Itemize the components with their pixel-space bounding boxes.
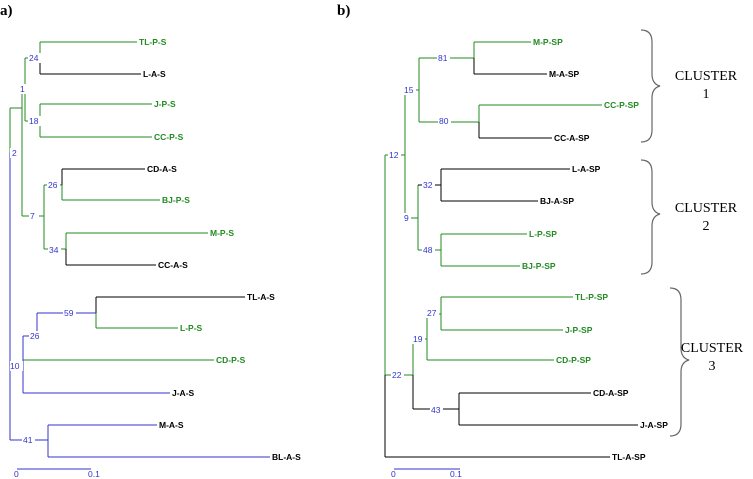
bootstrap-value: 24 (29, 53, 39, 63)
bootstrap-value: 9 (404, 213, 409, 223)
leaf-label: CD-A-S (147, 164, 177, 174)
cluster-1-title: CLUSTER (675, 69, 738, 84)
leaf-label: M-A-SP (549, 69, 580, 79)
bootstrap-value: 59 (64, 308, 74, 318)
leaf-label: CC-P-S (154, 132, 184, 142)
bootstrap-value: 18 (29, 116, 39, 126)
leaf-label: BJ-P-SP (522, 261, 556, 271)
leaf-label: TL-A-S (247, 292, 275, 302)
panel-b-scale-bar: 0 0.1 (391, 468, 462, 479)
panel-a-blue-branches (9, 152, 270, 458)
cluster-labels: CLUSTER 1 CLUSTER 2 CLUSTER 3 (675, 69, 744, 374)
bootstrap-value: 32 (423, 180, 433, 190)
cluster-2-number: 2 (703, 219, 710, 234)
panel-b-green-branches (384, 41, 602, 376)
bootstrap-value: 48 (423, 245, 433, 255)
bootstrap-value: 34 (49, 245, 59, 255)
bootstrap-value: 26 (30, 331, 40, 341)
leaf-label: J-A-S (172, 388, 195, 398)
cluster-3-brace (669, 287, 690, 437)
panel-b-label: b) (337, 3, 350, 19)
cluster-braces (640, 29, 690, 437)
cluster-2-title: CLUSTER (675, 201, 738, 216)
leaf-label: TL-A-SP (612, 452, 646, 462)
bootstrap-value: 27 (427, 308, 437, 318)
panel-b-tree (384, 41, 638, 458)
bootstrap-value: 43 (431, 405, 441, 415)
cluster-1-brace (640, 29, 661, 143)
leaf-label: CC-A-SP (554, 133, 590, 143)
leaf-label: J-A-SP (640, 420, 668, 430)
leaf-label: M-P-S (210, 228, 234, 238)
cluster-3-number: 3 (709, 359, 716, 374)
leaf-label: L-A-S (143, 69, 166, 79)
bootstrap-value: 41 (23, 435, 33, 445)
leaf-label: BJ-A-SP (540, 196, 574, 206)
leaf-label: CD-A-SP (593, 388, 629, 398)
leaf-label: M-P-SP (533, 37, 563, 47)
panel-a-label: a) (0, 3, 13, 19)
leaf-label: L-P-SP (529, 229, 557, 239)
bootstrap-value: 80 (439, 116, 449, 126)
bootstrap-value: 10 (10, 361, 20, 371)
bootstrap-value: 22 (392, 370, 402, 380)
panel-b-node-labels: 81 15 80 12 32 9 48 27 19 22 43 (388, 53, 451, 415)
leaf-label: J-P-SP (565, 325, 593, 335)
leaf-label: TL-P-SP (575, 292, 608, 302)
cluster-2-brace (640, 159, 661, 275)
bootstrap-value: 2 (12, 148, 17, 158)
bootstrap-value: 26 (48, 180, 58, 190)
scale-end: 0.1 (450, 469, 462, 479)
leaf-label: TL-P-S (139, 37, 167, 47)
cluster-1-number: 1 (703, 87, 710, 102)
leaf-label: BJ-P-S (162, 195, 190, 205)
scale-start: 0 (14, 469, 19, 479)
panel-a-scale-bar: 0 0.1 (14, 468, 100, 479)
cluster-3-title: CLUSTER (681, 341, 744, 356)
scale-end: 0.1 (88, 469, 100, 479)
scale-start: 0 (391, 469, 396, 479)
leaf-label: L-A-SP (572, 164, 601, 174)
leaf-label: J-P-S (154, 99, 176, 109)
bootstrap-value: 12 (389, 150, 399, 160)
leaf-label: CC-A-S (158, 260, 188, 270)
bootstrap-value: 81 (438, 53, 448, 63)
panel-a-leaf-labels: TL-P-S L-A-S J-P-S CC-P-S CD-A-S BJ-P-S … (139, 37, 301, 462)
leaf-label: BL-A-S (272, 452, 301, 462)
leaf-label: CC-P-SP (604, 100, 639, 110)
panel-b-leaf-labels: M-P-SP M-A-SP CC-P-SP CC-A-SP L-A-SP BJ-… (522, 37, 668, 462)
leaf-label: CD-P-S (216, 355, 246, 365)
leaf-label: M-A-S (159, 420, 184, 430)
panel-b-black-branches (384, 58, 638, 458)
bootstrap-value: 15 (404, 85, 414, 95)
panel-a-node-labels: 24 1 18 2 26 7 34 59 26 10 41 (10, 53, 76, 445)
leaf-label: L-P-S (180, 323, 203, 333)
bootstrap-value: 7 (30, 211, 35, 221)
panel-a-black-branches (39, 58, 245, 313)
bootstrap-value: 1 (20, 84, 25, 94)
leaf-label: CD-P-SP (556, 355, 591, 365)
bootstrap-value: 19 (413, 334, 423, 344)
